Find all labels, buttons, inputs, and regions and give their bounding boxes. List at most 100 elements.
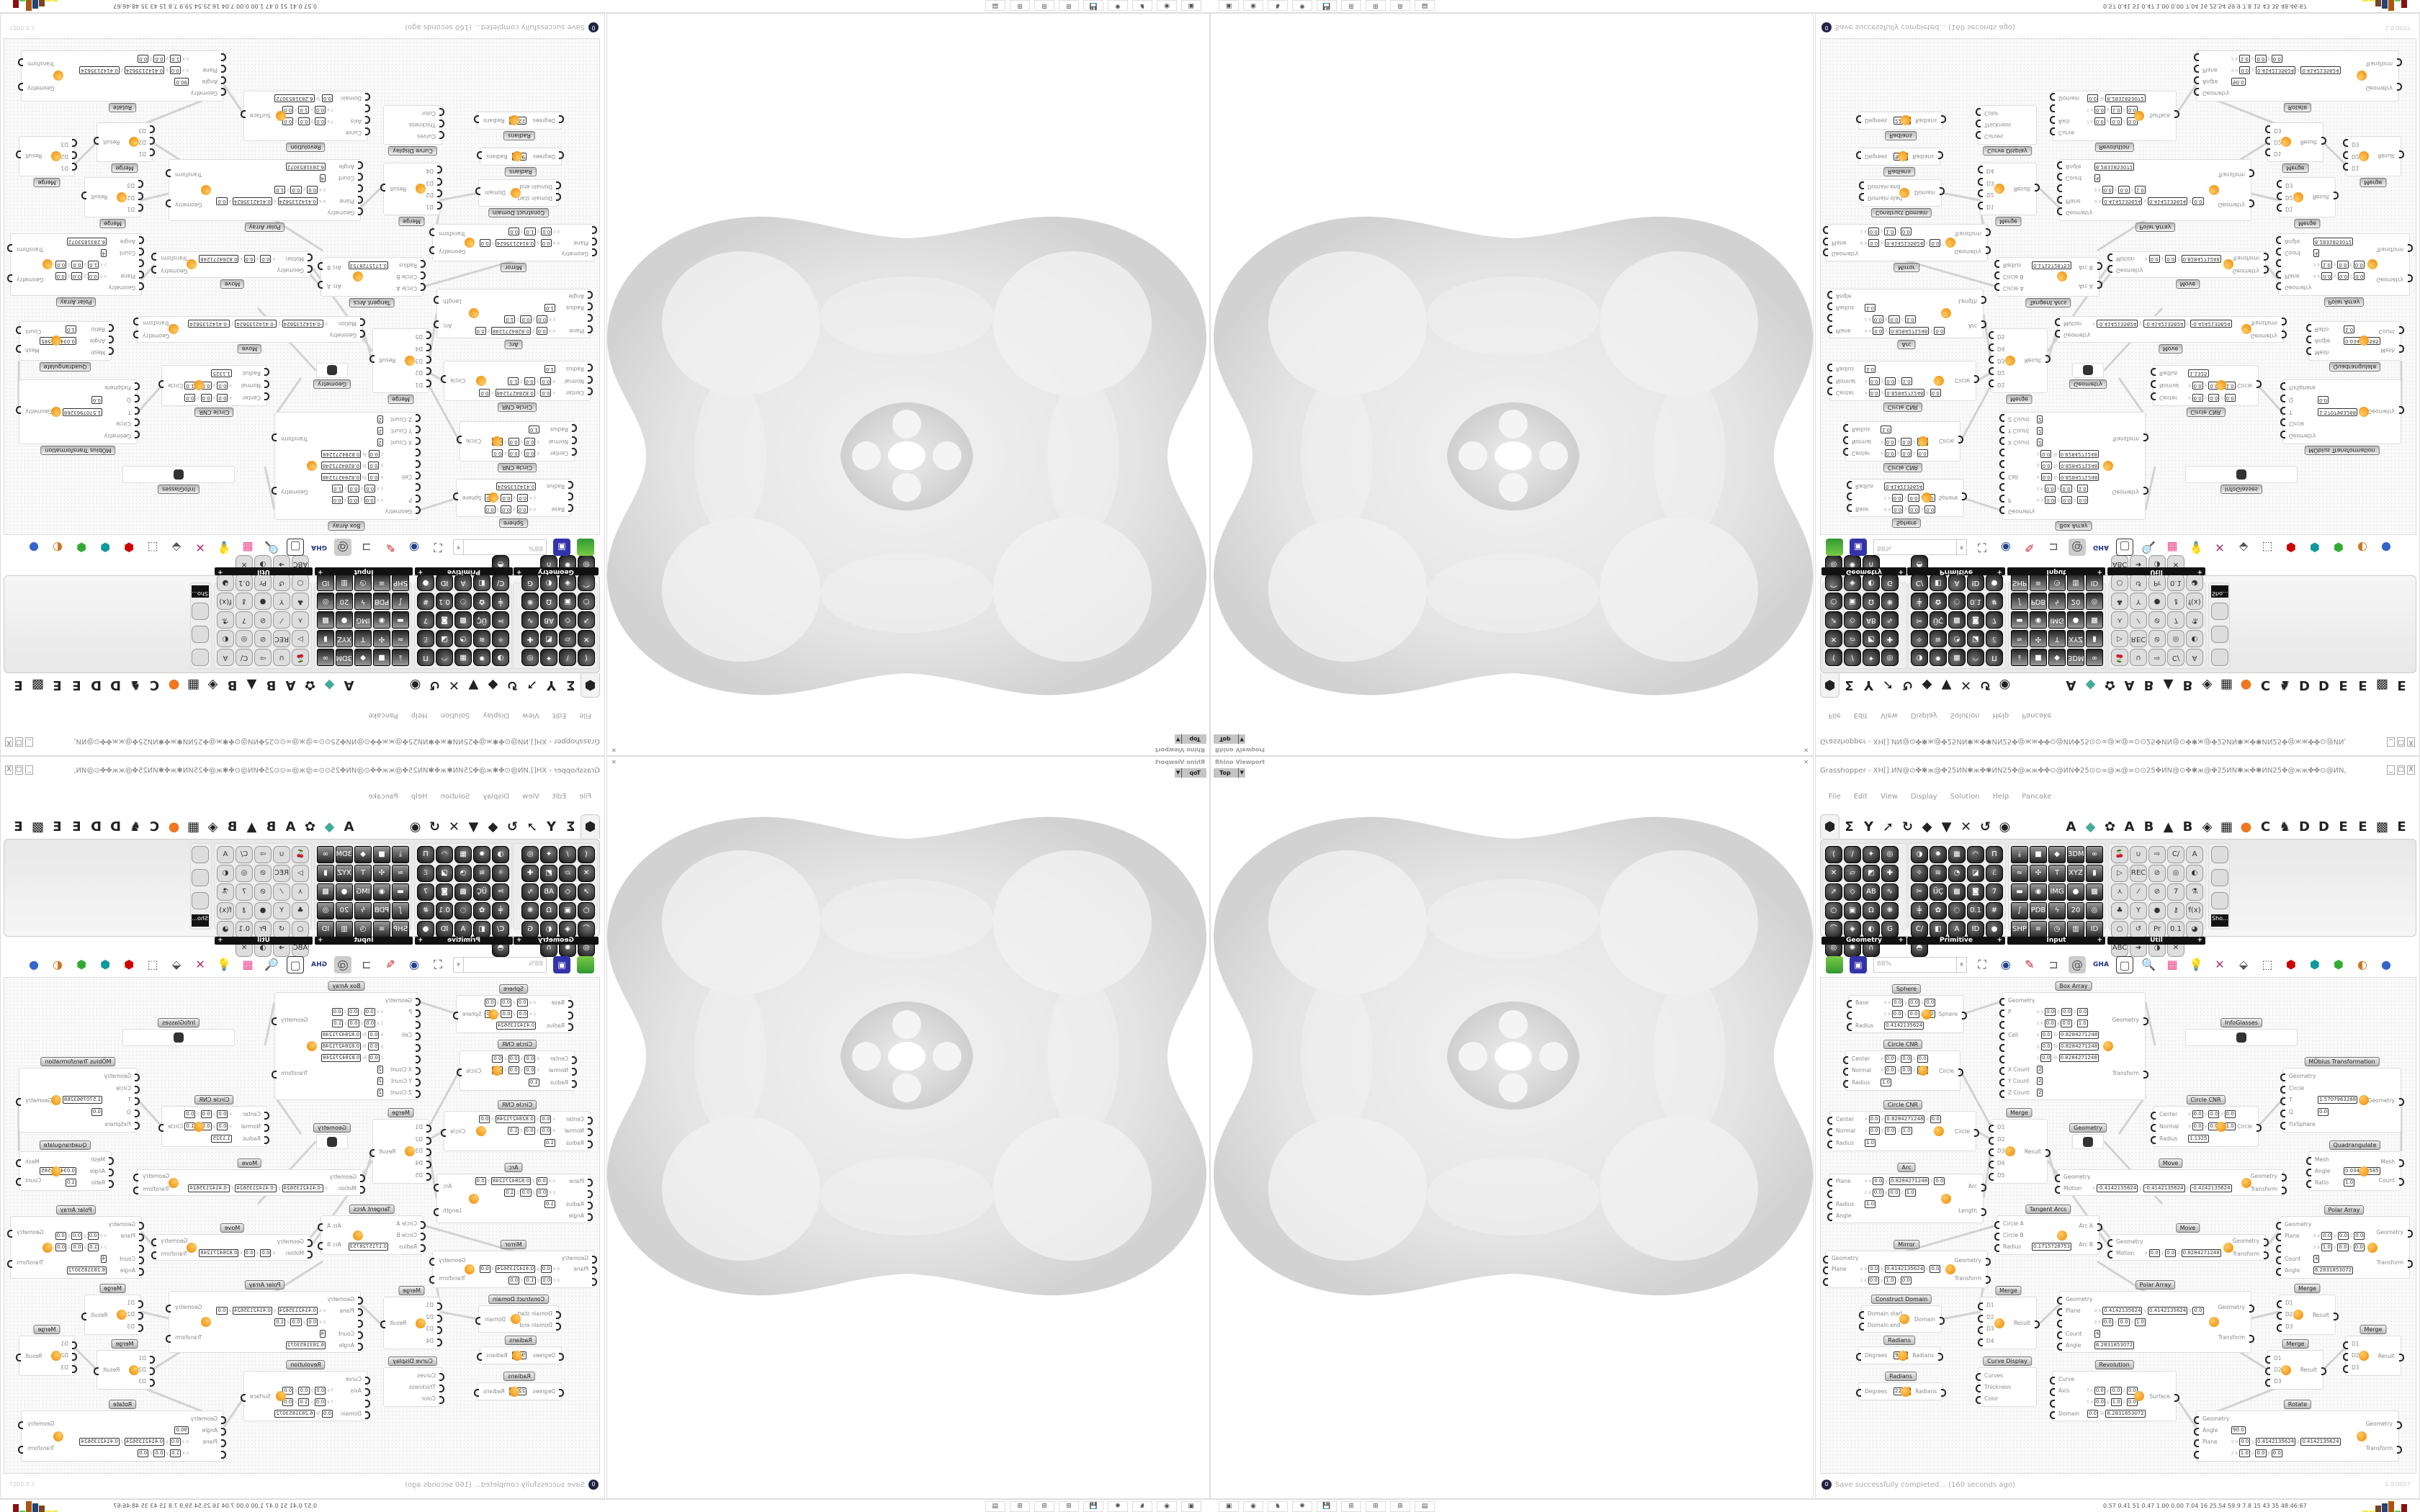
component-title[interactable]: Sphere <box>1891 984 1922 994</box>
component-icon[interactable]: ▣ <box>559 593 576 610</box>
component-polar-array[interactable]: Polar Array Geometry Plane o x 0.4142135624 y 0… <box>169 159 361 232</box>
component-icon[interactable]: ✿ <box>473 902 490 919</box>
preview-shaded-icon[interactable]: ⬙ <box>2238 541 2249 554</box>
tab-icon[interactable]: ↺ <box>1979 678 1991 693</box>
component-icon[interactable]: G <box>521 574 539 591</box>
component-icon[interactable]: ▦ <box>454 846 472 863</box>
output-param[interactable]: Geometry <box>24 85 54 91</box>
component-icon[interactable]: ∞ <box>2086 649 2103 666</box>
component-icon[interactable]: ⚷ <box>2167 593 2184 610</box>
component-icon[interactable]: 3DM <box>2067 846 2084 863</box>
value-field[interactable]: 0.0 <box>2040 1030 2052 1039</box>
input-param[interactable]: Y Count 2 <box>1999 1076 2142 1086</box>
taskbar-app[interactable]: ♞ <box>1132 1501 1152 1512</box>
component-title[interactable]: Rotate <box>2283 103 2312 112</box>
value-field[interactable]: 6.2831853072 <box>274 1409 315 1418</box>
output-param[interactable]: Geometry <box>140 1173 169 1179</box>
component-icon[interactable]: ○ <box>2111 574 2128 591</box>
output-param[interactable]: Radians <box>483 153 508 160</box>
component-title[interactable]: Tangent Arcs <box>2025 1205 2071 1214</box>
component-infoglasses[interactable]: InfoGlasses <box>122 1018 235 1046</box>
component-arc[interactable]: Arc Plane o x 0.0 y 0.8284271248 z 0.0 z x 0.0 y 0.0 z… <box>436 1163 591 1223</box>
component-icon[interactable]: ⟨ <box>578 846 595 863</box>
value-field[interactable]: 0.0 <box>1868 228 1879 236</box>
component-icon[interactable]: A <box>454 921 472 938</box>
menu-view[interactable]: View <box>1881 711 1898 719</box>
component-icon[interactable]: PDB <box>2030 902 2047 919</box>
taskbar-app[interactable]: 💾 <box>1083 0 1103 11</box>
value-field[interactable]: 1.0 <box>544 1200 555 1208</box>
component-title[interactable]: Polar Array <box>2323 297 2365 307</box>
value-field[interactable]: 0.4142135624 <box>232 1306 272 1315</box>
output-param[interactable]: Circle <box>165 1123 183 1130</box>
tab-icon[interactable]: Σ <box>566 678 575 693</box>
component-icon[interactable]: ⚗ <box>2186 611 2203 629</box>
component-icon[interactable]: ▩ <box>317 611 334 629</box>
tab-icon[interactable]: Σ <box>1845 819 1854 834</box>
value-field[interactable]: 0.4142135624 <box>124 66 165 74</box>
value-field[interactable]: 0.1715728753 <box>2032 261 2072 269</box>
value-field[interactable]: 0.4142135624 <box>79 66 120 74</box>
component-icon[interactable]: ◉ <box>373 611 390 629</box>
value-field[interactable]: 0.4142135624 <box>496 482 536 491</box>
input-param[interactable]: Radius 0.4142135624 <box>1847 1021 1960 1031</box>
rhino-viewport[interactable]: Rhino Viewport ✕ Top ▼ <box>1210 13 1814 756</box>
value-field[interactable]: 0.0 <box>2148 1248 2160 1257</box>
output-param[interactable]: Arc <box>440 1183 462 1189</box>
output-param[interactable]: Circle <box>1955 378 1973 384</box>
component-icon[interactable]: ◕ <box>217 921 234 938</box>
tab-letter[interactable]: B <box>2182 819 2193 834</box>
value-field[interactable]: 0.0 <box>479 1115 490 1123</box>
value-field[interactable]: 0.0 <box>479 238 490 247</box>
component-icon[interactable]: ✦ <box>540 649 557 666</box>
minimize-button[interactable]: _ <box>25 765 33 775</box>
input-param[interactable]: Geometry <box>2276 1220 2406 1230</box>
tab-letter[interactable]: E <box>2358 678 2367 693</box>
taskbar-app[interactable]: ▤ <box>1415 0 1435 11</box>
value-field[interactable]: 0.0 <box>314 1398 326 1406</box>
output-param[interactable]: Transform <box>2377 1259 2414 1269</box>
tab-letter[interactable]: B <box>227 819 238 834</box>
component-polar-array[interactable]: Polar Array Geometry Plane o x 0.0 y 0.0 z 0.0 z x 1… <box>2278 233 2410 307</box>
component-icon[interactable]: ✧ <box>1911 630 1928 647</box>
component-icon[interactable]: ✚ <box>521 630 539 647</box>
value-field[interactable]: 0.0 <box>540 389 552 397</box>
component-icon[interactable]: 7 <box>1986 883 2003 901</box>
value-field[interactable]: 1.0 <box>2134 1318 2146 1326</box>
value-field[interactable]: 0.0 <box>331 1007 343 1016</box>
component-icon[interactable]: ◠ <box>436 846 453 863</box>
preview-eye-icon[interactable]: ◉ <box>2001 541 2011 554</box>
value-field[interactable]: 0.0 <box>537 315 548 323</box>
component-icon[interactable]: ≈ <box>2011 865 2028 882</box>
input-param[interactable]: Color <box>387 109 439 118</box>
component-icon[interactable]: ◎ <box>2167 865 2184 882</box>
value-field[interactable]: 0.0 <box>87 1231 99 1240</box>
value-field[interactable]: 0.0 <box>290 186 302 194</box>
tab-letter[interactable]: ◆ <box>2085 819 2096 834</box>
component-title[interactable]: Move <box>2175 279 2200 289</box>
component-icon[interactable]: ∫ <box>2011 902 2028 919</box>
glasses-icon[interactable] <box>2211 649 2228 666</box>
component-icon[interactable]: ⇨ <box>2148 846 2166 863</box>
value-field[interactable]: 0.0 <box>2102 1318 2113 1326</box>
component-title[interactable]: Merge <box>2360 178 2387 187</box>
value-field[interactable]: 0.0 <box>520 315 532 323</box>
value-field[interactable]: 1.0 <box>170 54 182 63</box>
component-title[interactable]: Mirror <box>1894 1240 1919 1249</box>
tab-icon[interactable]: Σ <box>566 819 575 834</box>
value-field[interactable]: 2 <box>2037 427 2043 436</box>
component-title[interactable]: MÖbius Transformation <box>40 446 116 455</box>
component-icon[interactable]: C/ <box>492 921 509 938</box>
component-icon[interactable]: ≋ <box>473 630 490 647</box>
component-icon[interactable]: ⊘ <box>254 883 272 901</box>
component-icon[interactable]: T <box>354 865 372 882</box>
value-field[interactable]: 2 <box>2037 1076 2043 1085</box>
component-icon[interactable]: ∕ <box>559 846 576 863</box>
component-title[interactable]: Merge <box>99 1284 126 1293</box>
tab-letter[interactable]: ▩ <box>32 819 45 834</box>
component-icon[interactable]: ○ <box>1825 902 1842 919</box>
taskbar-app[interactable]: ◉ <box>1157 0 1177 11</box>
value-field[interactable]: 0.8284271248 <box>490 1177 532 1186</box>
component-quadrangulate[interactable]: QuadrangulateMeshAngle0.034906585Ratio1.… <box>2306 1140 2405 1191</box>
